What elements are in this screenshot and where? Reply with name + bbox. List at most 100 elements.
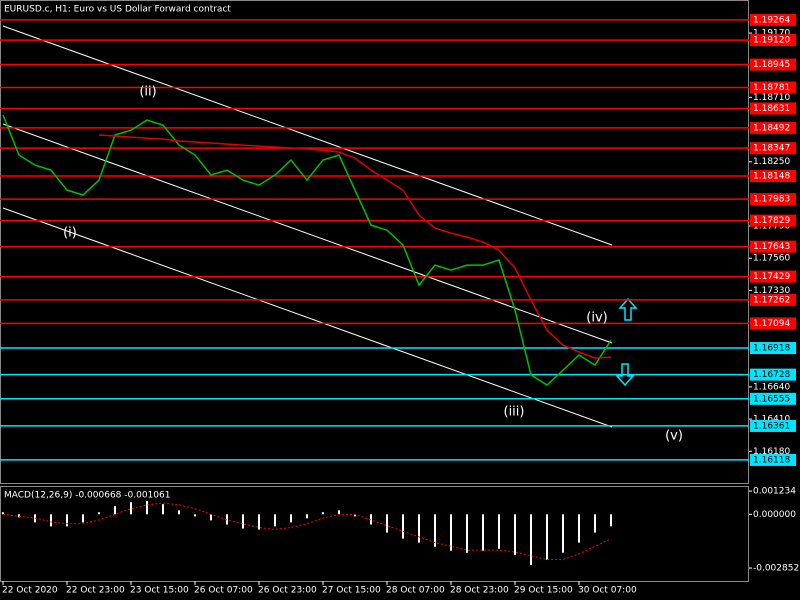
level-label: 1.18631	[753, 104, 790, 114]
wave-label: (i)	[63, 226, 77, 241]
macd-bar	[498, 514, 500, 549]
level-label-box	[750, 419, 796, 432]
channel-line	[2, 25, 613, 246]
level-label: 1.16918	[753, 344, 790, 354]
level-label-box	[750, 317, 796, 330]
level-label-box	[750, 102, 796, 115]
level-label: 1.17983	[753, 195, 790, 205]
level-label: 1.18148	[753, 172, 790, 182]
price-line	[2, 114, 612, 387]
level-label-box	[750, 13, 796, 26]
x-tick-label: 26 Oct 23:00	[258, 586, 317, 596]
macd-bar	[2, 512, 4, 515]
macd-bar	[98, 512, 100, 515]
level-label: 1.18781	[753, 83, 790, 93]
down-arrow	[615, 363, 635, 387]
y-tick-label: 1.17330	[753, 286, 790, 296]
level-label: 1.19120	[753, 36, 790, 46]
level-label-box	[750, 193, 796, 206]
macd-bar	[130, 502, 132, 515]
macd-bar	[610, 514, 612, 527]
chart-title: EURUSD.c, H1: Euro vs US Dollar Forward …	[4, 5, 231, 15]
level-label: 1.17262	[753, 295, 790, 305]
macd-bar	[370, 514, 372, 525]
macd-bar	[434, 514, 436, 547]
level-label: 1.16118	[753, 455, 790, 465]
level-label: 1.19264	[753, 15, 790, 25]
price-frame	[0, 0, 749, 484]
macd-bar	[274, 514, 276, 527]
macd-bar	[546, 514, 548, 560]
level-label-box	[750, 81, 796, 94]
y-tick-label: 1.18250	[753, 157, 790, 167]
macd-bar	[178, 510, 180, 515]
x-tick-label: 30 Oct 07:00	[578, 586, 637, 596]
macd-bar	[354, 514, 356, 517]
macd-bar	[450, 514, 452, 551]
level-label: 1.18945	[753, 60, 790, 70]
macd-bar	[146, 501, 148, 515]
level-label: 1.18347	[753, 144, 790, 154]
x-tick-label: 29 Oct 15:00	[514, 586, 573, 596]
level-label: 1.17094	[753, 319, 790, 329]
level-label-box	[750, 170, 796, 183]
moving-average	[98, 134, 612, 359]
macd-bar	[482, 514, 484, 551]
level-label: 1.18492	[753, 123, 790, 133]
level-label-box	[750, 34, 796, 47]
y-tick-label: 1.16180	[753, 447, 790, 457]
y-tick-label: 0.001234	[753, 487, 796, 497]
macd-bar	[562, 514, 564, 553]
y-tick-label: -0.002852	[753, 564, 799, 574]
macd-bar	[386, 514, 388, 533]
level-label-box	[750, 214, 796, 227]
macd-bar	[114, 506, 116, 515]
macd-bar	[226, 514, 228, 525]
macd-bar	[418, 514, 420, 543]
macd-bar	[402, 514, 404, 539]
level-label-box	[750, 142, 796, 155]
macd-frame	[0, 486, 749, 582]
x-tick-label: 22 Oct 2020	[2, 586, 58, 596]
macd-bar	[242, 514, 244, 529]
wave-label: (iv)	[586, 311, 607, 326]
level-label-box	[750, 58, 796, 71]
macd-bar	[290, 514, 292, 523]
y-tick-label: 1.18710	[753, 93, 790, 103]
y-tick-label: 0.000000	[753, 510, 796, 520]
macd-bar	[50, 514, 52, 527]
macd-bar	[162, 504, 164, 515]
level-label: 1.16555	[753, 394, 790, 404]
level-label-box	[750, 392, 796, 405]
macd-bar	[82, 514, 84, 523]
x-tick-label: 28 Oct 07:00	[386, 586, 445, 596]
macd-bar	[466, 514, 468, 553]
level-label-box	[750, 342, 796, 355]
level-label-box	[750, 270, 796, 283]
macd-bar	[514, 514, 516, 555]
macd-bar	[594, 514, 596, 533]
level-label: 1.17429	[753, 272, 790, 282]
channel-line	[2, 207, 613, 428]
y-tick-label: 1.19170	[753, 29, 790, 39]
level-label: 1.16361	[753, 421, 790, 431]
macd-bar	[578, 514, 580, 543]
up-arrow	[618, 297, 638, 321]
level-label-box	[750, 293, 796, 306]
x-tick-label: 23 Oct 15:00	[130, 586, 189, 596]
macd-bar	[338, 510, 340, 515]
macd-bar	[194, 514, 196, 517]
macd-bar	[322, 512, 324, 515]
x-tick-label: 28 Oct 23:00	[450, 586, 509, 596]
y-tick-label: 1.16410	[753, 415, 790, 425]
macd-bar	[258, 514, 260, 530]
wave-label: (iii)	[504, 405, 525, 420]
wave-label: (v)	[665, 429, 683, 444]
x-tick-label: 27 Oct 15:00	[322, 586, 381, 596]
y-tick-label: 1.16640	[753, 382, 790, 392]
wave-label: (ii)	[139, 85, 156, 100]
macd-bar	[530, 514, 532, 565]
y-tick-label: 1.17560	[753, 254, 790, 264]
level-label: 1.17829	[753, 216, 790, 226]
